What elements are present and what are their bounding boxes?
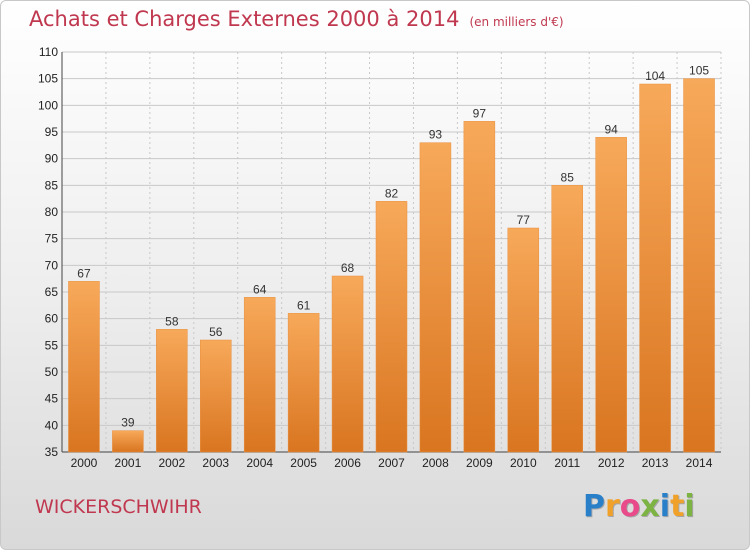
bar-2001 <box>112 430 144 453</box>
data-label: 67 <box>77 266 91 280</box>
x-tick-label: 2013 <box>642 456 669 470</box>
bars <box>68 78 715 453</box>
y-tick-label: 110 <box>39 45 58 59</box>
x-tick-label: 2009 <box>466 456 493 470</box>
x-tick-label: 2004 <box>246 456 273 470</box>
labels: 67 2000 39 2001 58 2002 56 2003 64 2004 61 2005 68 20… <box>71 64 713 470</box>
data-label: 97 <box>473 106 487 120</box>
data-label: 105 <box>689 64 709 78</box>
place-name: WICKERSCHWIHR <box>35 496 202 518</box>
x-tick-label: 2006 <box>334 456 361 470</box>
x-tick-label: 2005 <box>290 456 317 470</box>
y-tick-label: 85 <box>45 178 59 192</box>
bar-2014 <box>683 78 715 453</box>
y-tick-label: 90 <box>45 152 59 166</box>
x-tick-label: 2003 <box>202 456 229 470</box>
bar-2011 <box>551 185 583 453</box>
x-tick-label: 2014 <box>686 456 713 470</box>
y-tick-label: 95 <box>45 125 59 139</box>
proxiti-logo[interactable]: Proxiti <box>583 489 695 524</box>
y-tick-label: 55 <box>45 338 59 352</box>
data-label: 82 <box>385 186 399 200</box>
x-tick-label: 2008 <box>422 456 449 470</box>
logo-letter: r <box>605 489 620 524</box>
data-label: 93 <box>429 128 443 142</box>
y-tick-label: 80 <box>45 205 59 219</box>
logo-letter: x <box>640 489 660 524</box>
x-tick-label: 2012 <box>598 456 625 470</box>
logo-letter: t <box>670 489 685 524</box>
y-tick-label: 40 <box>45 418 59 432</box>
data-label: 64 <box>253 282 267 296</box>
x-tick-label: 2002 <box>158 456 185 470</box>
x-tick-label: 2001 <box>115 456 142 470</box>
bar-2003 <box>200 339 232 453</box>
data-label: 58 <box>165 314 179 328</box>
x-tick-label: 2010 <box>510 456 537 470</box>
chart-title-text: Achats et Charges Externes 2000 à 2014 <box>29 7 460 31</box>
y-tick-label: 100 <box>38 98 58 112</box>
y-tick-label: 35 <box>45 445 59 459</box>
logo-letter: P <box>583 489 605 524</box>
bar-2004 <box>243 297 276 453</box>
bar-2012 <box>595 137 627 453</box>
y-tick-label: 70 <box>45 258 59 272</box>
bar-2013 <box>639 83 671 453</box>
x-tick-label: 2000 <box>71 456 98 470</box>
bar-2000 <box>68 281 100 453</box>
bar-2008 <box>419 142 452 453</box>
data-label: 56 <box>209 325 223 339</box>
x-tick-label: 2011 <box>554 456 580 470</box>
logo-letter: i <box>684 489 695 524</box>
data-label: 61 <box>297 298 311 312</box>
data-label: 39 <box>121 416 135 430</box>
data-label: 94 <box>604 122 618 136</box>
bar-2002 <box>156 329 188 453</box>
data-label: 85 <box>561 170 575 184</box>
bar-2007 <box>375 201 408 453</box>
bar-2010 <box>507 227 540 453</box>
logo-letter: o <box>619 489 641 524</box>
bar-2006 <box>331 275 364 453</box>
y-tick-label: 45 <box>45 392 59 406</box>
data-label: 68 <box>341 261 355 275</box>
y-tick-label: 60 <box>45 312 59 326</box>
y-tick-label: 65 <box>45 285 59 299</box>
data-label: 77 <box>517 213 531 227</box>
y-tick-label: 75 <box>45 232 59 246</box>
x-tick-label: 2007 <box>378 456 405 470</box>
y-tick-label: 50 <box>45 365 59 379</box>
y-tick-label: 105 <box>38 72 58 86</box>
chart-title: Achats et Charges Externes 2000 à 2014 (e… <box>29 7 564 31</box>
data-label: 104 <box>645 69 665 83</box>
bar-2005 <box>287 313 320 453</box>
logo-letter: i <box>659 489 671 524</box>
chart-subtitle: (en milliers d'€) <box>469 15 564 29</box>
bar-2009 <box>463 121 496 453</box>
